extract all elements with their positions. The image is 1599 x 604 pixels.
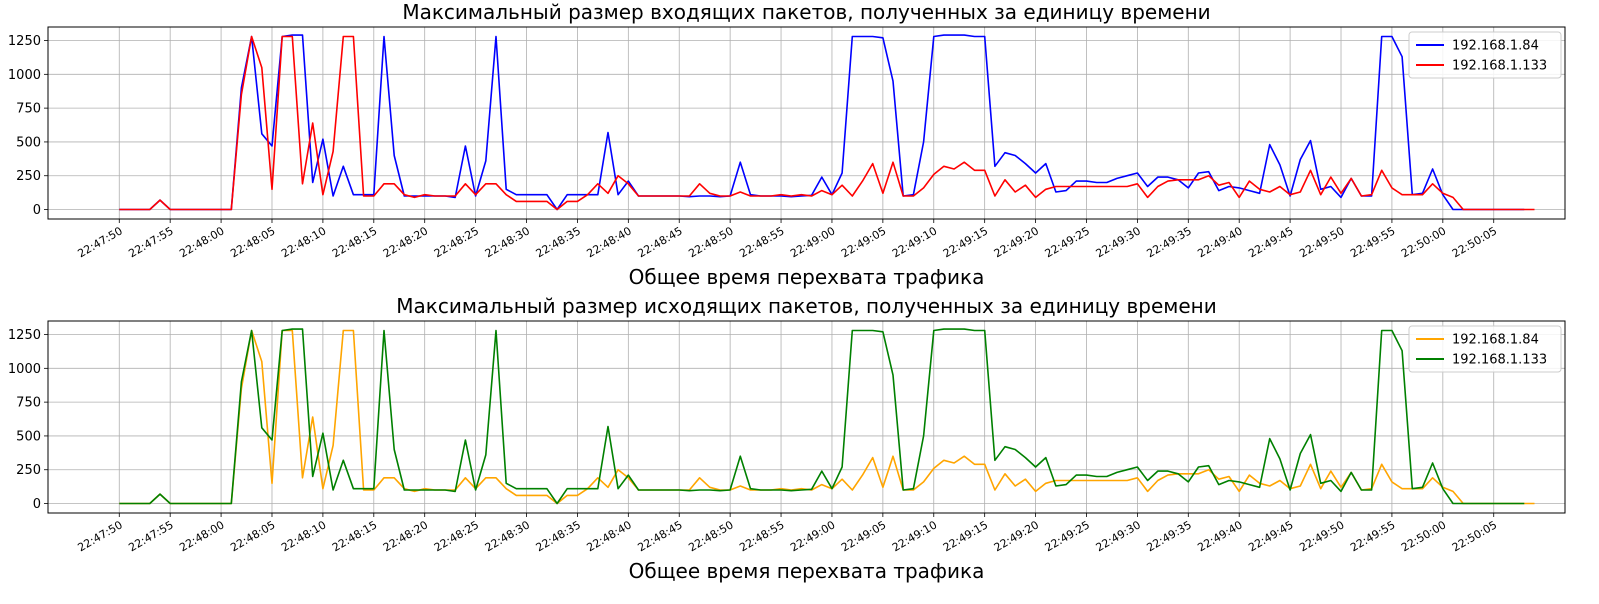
chart-panel-2: Максимальный размер исходящих пакетов, п… — [8, 294, 1566, 583]
x-tick-label: 22:50:05 — [1450, 518, 1499, 554]
x-tick-label: 22:49:55 — [1348, 224, 1397, 260]
x-tick-label: 22:49:15 — [941, 518, 990, 554]
legend: 192.168.1.84 192.168.1.133 — [1408, 325, 1562, 373]
x-tick-label: 22:50:00 — [1399, 224, 1448, 260]
x-tick-label: 22:49:25 — [1043, 224, 1092, 260]
x-tick-label: 22:48:00 — [177, 224, 226, 260]
x-tick-label: 22:48:05 — [228, 224, 277, 260]
y-tick-label: 1000 — [8, 362, 41, 377]
x-axis-label: Общее время перехвата трафика — [629, 559, 985, 583]
y-tick-label: 750 — [16, 102, 41, 117]
x-tick-label: 22:48:25 — [432, 224, 481, 260]
x-tick-label: 22:49:15 — [941, 224, 990, 260]
x-tick-label: 22:48:40 — [585, 224, 634, 260]
x-tick-label: 22:48:15 — [330, 518, 379, 554]
x-tick-label: 22:49:50 — [1297, 518, 1346, 554]
x-tick-label: 22:48:20 — [381, 224, 430, 260]
x-tick-label: 22:49:30 — [1094, 518, 1143, 554]
x-tick-label: 22:49:25 — [1043, 518, 1092, 554]
series-line-1 — [119, 329, 1535, 505]
x-tick-label: 22:49:40 — [1195, 224, 1244, 260]
x-tick-label: 22:49:05 — [839, 224, 888, 260]
x-tick-label: 22:49:45 — [1246, 518, 1295, 554]
legend-box — [1408, 31, 1562, 79]
legend: 192.168.1.84 192.168.1.133 — [1408, 31, 1562, 79]
x-tick-label: 22:48:00 — [177, 518, 226, 554]
chart-title: Максимальный размер входящих пакетов, по… — [402, 0, 1210, 24]
x-tick-label: 22:48:45 — [635, 224, 684, 260]
legend-label-2: 192.168.1.133 — [1452, 353, 1547, 368]
chart-title: Максимальный размер исходящих пакетов, п… — [396, 294, 1217, 318]
plot-frame — [47, 26, 1566, 220]
x-tick-label: 22:48:10 — [279, 518, 328, 554]
x-tick-label: 22:48:20 — [381, 518, 430, 554]
x-tick-label: 22:48:25 — [432, 518, 481, 554]
x-tick-label: 22:49:50 — [1297, 224, 1346, 260]
x-tick-label: 22:49:20 — [992, 518, 1041, 554]
x-tick-label: 22:49:20 — [992, 224, 1041, 260]
x-tick-label: 22:48:50 — [686, 518, 735, 554]
y-tick-label: 250 — [16, 463, 41, 478]
x-tick-label: 22:48:30 — [483, 518, 532, 554]
plot-frame — [47, 320, 1566, 514]
x-tick-label: 22:49:45 — [1246, 224, 1295, 260]
y-tick-label: 500 — [16, 429, 41, 444]
y-tick-label: 250 — [16, 169, 41, 184]
x-tick-label: 22:47:50 — [75, 518, 124, 554]
x-tick-label: 22:50:05 — [1450, 224, 1499, 260]
y-tick-label: 500 — [16, 135, 41, 150]
x-tick-label: 22:47:55 — [126, 518, 175, 554]
legend-label-1: 192.168.1.84 — [1452, 39, 1539, 54]
x-tick-label: 22:48:40 — [585, 518, 634, 554]
y-tick-label: 1250 — [8, 328, 41, 343]
series-line-2 — [119, 35, 1535, 211]
y-tick-label: 0 — [33, 203, 41, 218]
x-tick-label: 22:47:50 — [75, 224, 124, 260]
x-tick-label: 22:48:35 — [534, 224, 583, 260]
x-tick-label: 22:48:15 — [330, 224, 379, 260]
x-tick-label: 22:49:55 — [1348, 518, 1397, 554]
x-tick-label: 22:49:00 — [788, 224, 837, 260]
x-tick-label: 22:48:55 — [737, 224, 786, 260]
chart-panel-1: Максимальный размер входящих пакетов, по… — [8, 0, 1566, 289]
legend-label-2: 192.168.1.133 — [1452, 59, 1547, 74]
y-tick-label: 1250 — [8, 34, 41, 49]
legend-label-1: 192.168.1.84 — [1452, 333, 1539, 348]
x-tick-label: 22:48:45 — [635, 518, 684, 554]
series-line-1 — [119, 34, 1525, 211]
x-axis-label: Общее время перехвата трафика — [629, 265, 985, 289]
y-tick-label: 750 — [16, 396, 41, 411]
x-tick-label: 22:48:35 — [534, 518, 583, 554]
x-tick-label: 22:49:40 — [1195, 518, 1244, 554]
x-tick-label: 22:48:50 — [686, 224, 735, 260]
x-tick-label: 22:48:30 — [483, 224, 532, 260]
legend-box — [1408, 325, 1562, 373]
x-tick-label: 22:49:30 — [1094, 224, 1143, 260]
x-tick-label: 22:50:00 — [1399, 518, 1448, 554]
x-tick-label: 22:48:05 — [228, 518, 277, 554]
y-tick-label: 0 — [33, 497, 41, 512]
y-tick-label: 1000 — [8, 68, 41, 83]
x-tick-label: 22:48:55 — [737, 518, 786, 554]
x-tick-label: 22:48:10 — [279, 224, 328, 260]
x-tick-label: 22:49:00 — [788, 518, 837, 554]
x-tick-label: 22:49:10 — [890, 518, 939, 554]
series-line-2 — [119, 328, 1525, 505]
x-tick-label: 22:49:05 — [839, 518, 888, 554]
x-tick-label: 22:47:55 — [126, 224, 175, 260]
x-tick-label: 22:49:10 — [890, 224, 939, 260]
x-tick-label: 22:49:35 — [1145, 518, 1194, 554]
x-tick-label: 22:49:35 — [1145, 224, 1194, 260]
